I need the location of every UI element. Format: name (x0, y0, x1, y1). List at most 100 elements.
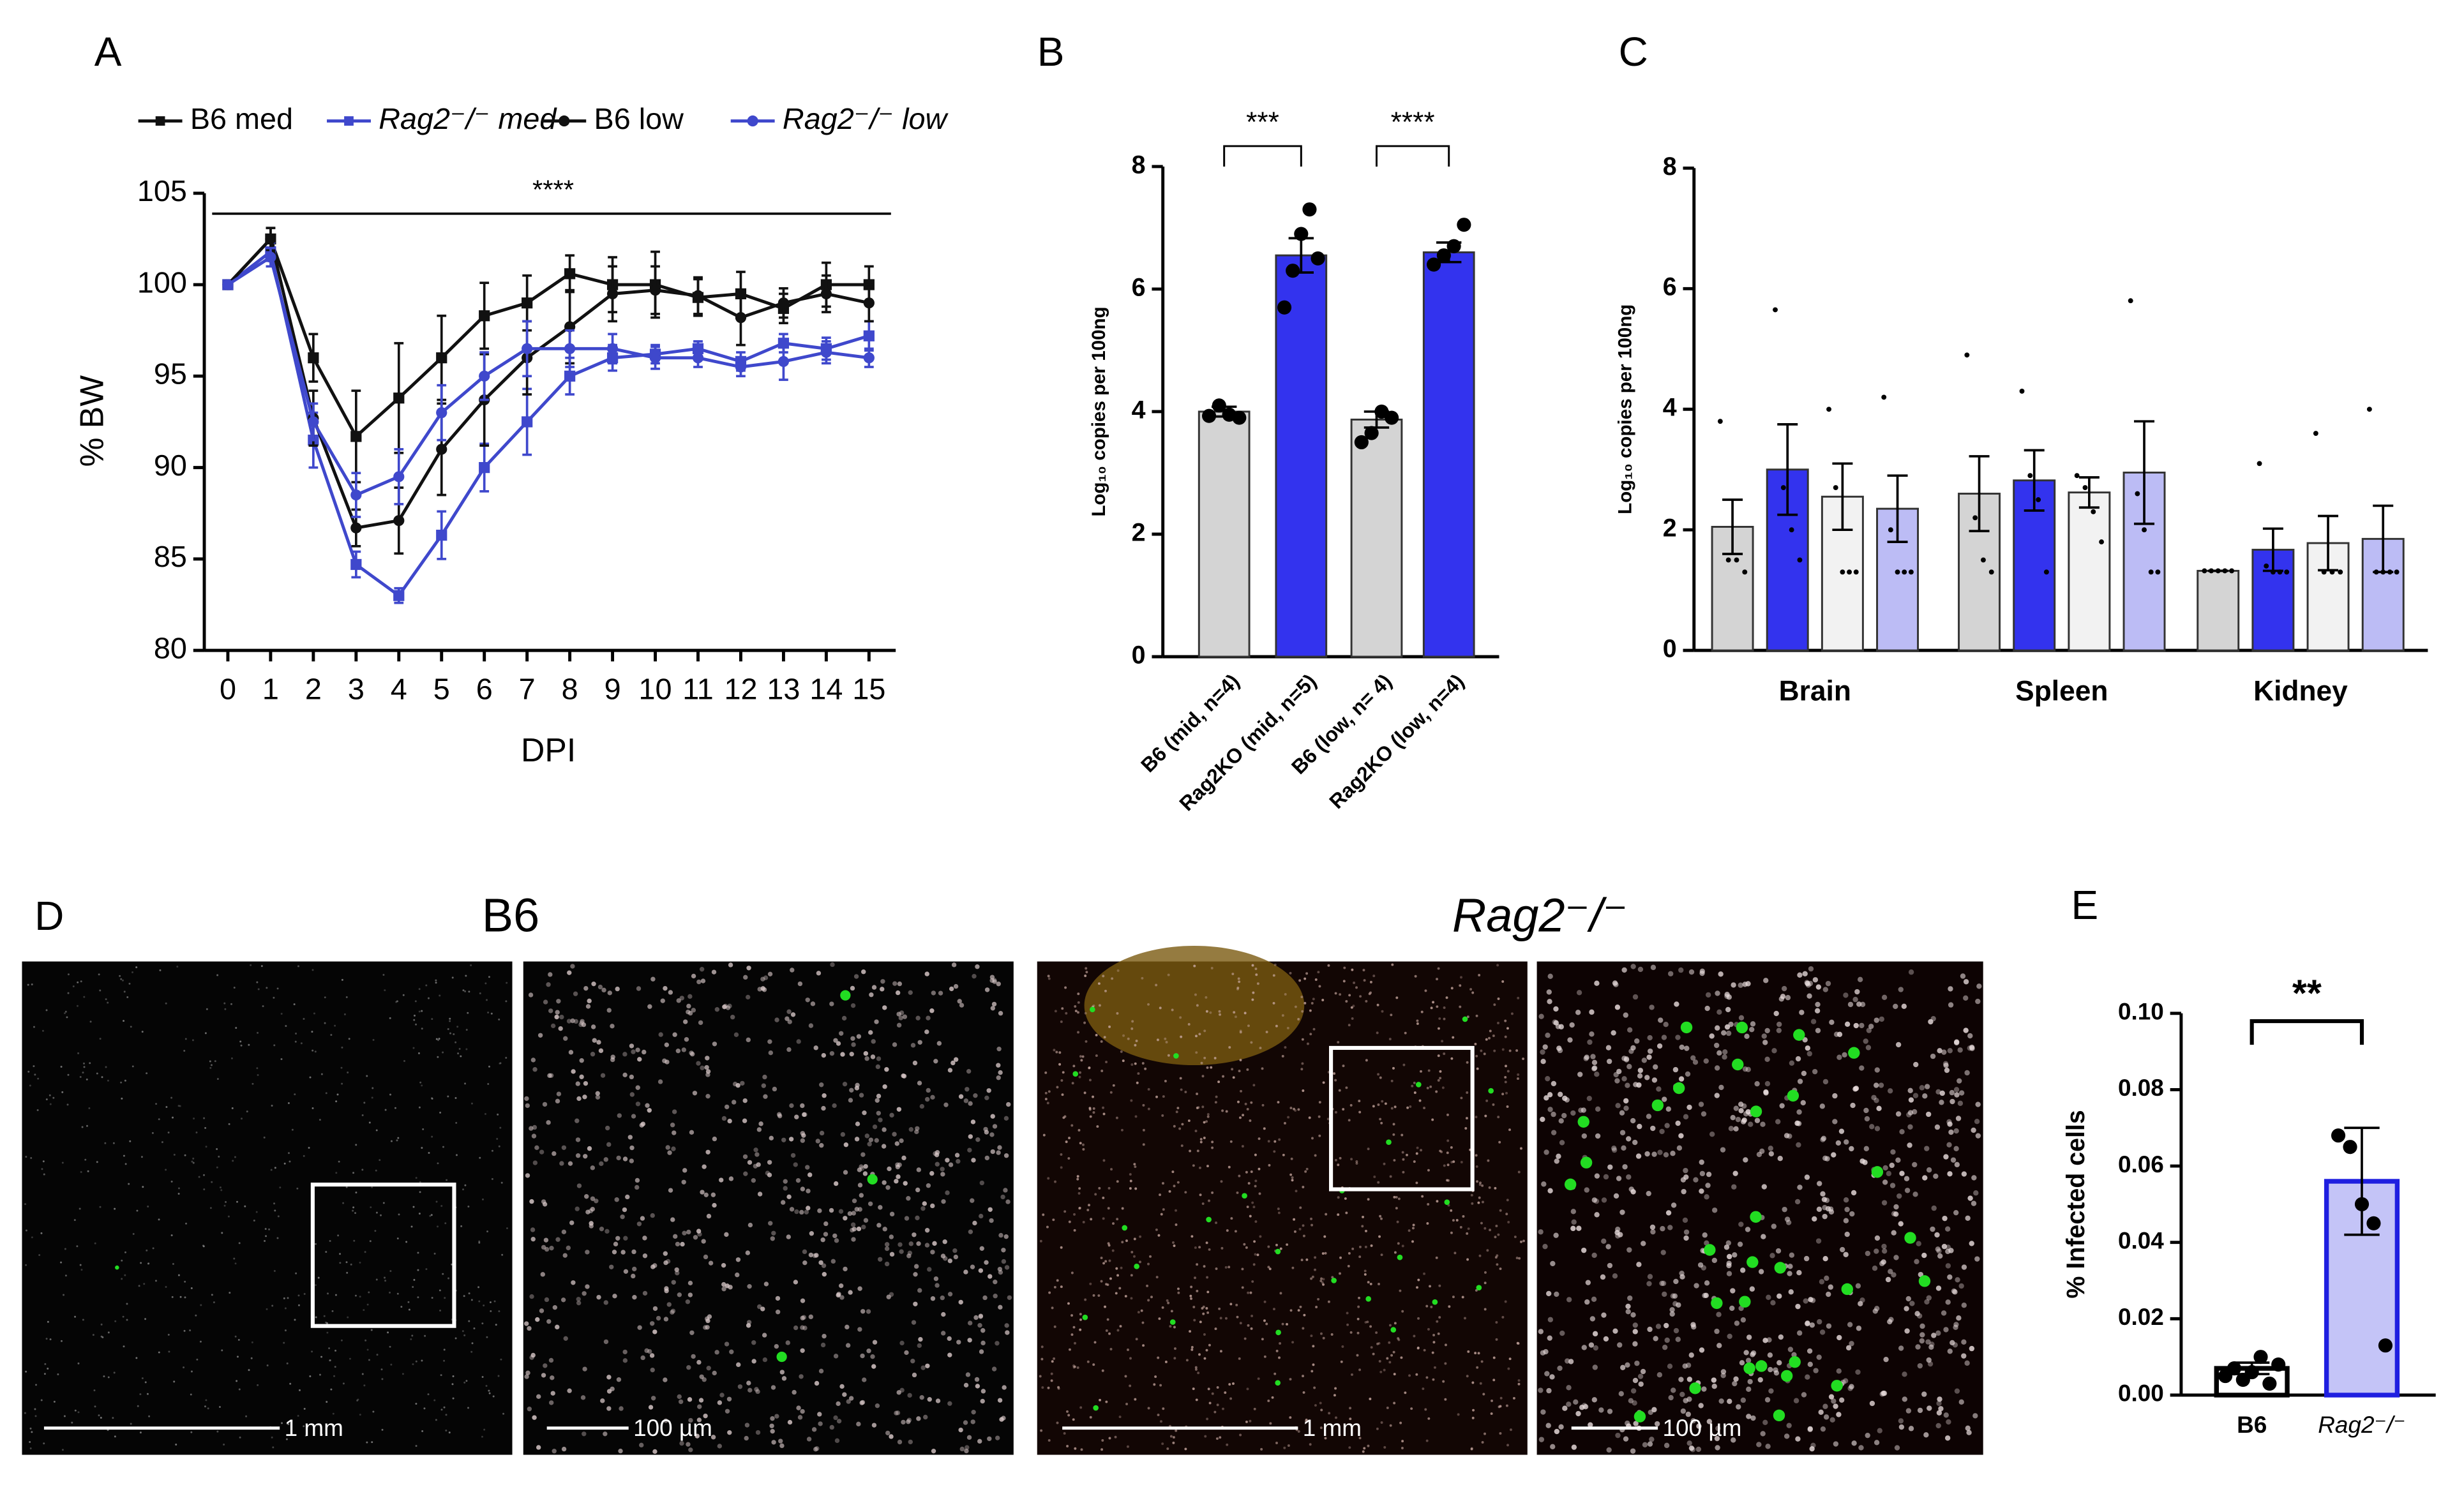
cell (1967, 1033, 1973, 1039)
cell (1641, 1241, 1646, 1246)
cell (245, 1415, 248, 1417)
cell (940, 1253, 946, 1259)
cell (600, 1398, 605, 1403)
cell (635, 1177, 640, 1183)
cell (812, 1253, 818, 1259)
cell (1632, 1329, 1638, 1334)
cell (1297, 1108, 1300, 1111)
cell (1859, 1022, 1865, 1029)
cell (1293, 1107, 1296, 1110)
cell (1975, 1133, 1981, 1139)
cell (449, 1032, 452, 1035)
cell (234, 1335, 237, 1338)
cell (1203, 1029, 1206, 1033)
cell (417, 1252, 419, 1254)
cell (1801, 1070, 1807, 1077)
cell (1450, 987, 1454, 990)
cell (1277, 1211, 1281, 1214)
cell (130, 1423, 132, 1425)
cell (1194, 1366, 1198, 1369)
cell (1588, 1342, 1595, 1348)
cell (1072, 1364, 1076, 1367)
cell (1738, 1102, 1744, 1107)
cell (25, 1264, 27, 1266)
cell (685, 1299, 691, 1304)
cell (447, 1095, 449, 1098)
cell (1061, 1007, 1064, 1010)
cell (220, 1189, 223, 1192)
cell (457, 1052, 460, 1055)
cell (1550, 1444, 1556, 1449)
cell (735, 1083, 740, 1088)
cell (1309, 1009, 1312, 1012)
cell (1301, 1038, 1304, 1041)
cell (465, 1380, 468, 1382)
cell (315, 1243, 317, 1245)
cell (953, 983, 959, 989)
cell (796, 1405, 801, 1410)
cell (252, 1082, 254, 1085)
cell (99, 989, 101, 992)
x-tick-label: 0 (220, 673, 236, 706)
cell (813, 1447, 818, 1452)
cell (1433, 1366, 1436, 1369)
infected-cell (1122, 1225, 1128, 1231)
cell (896, 1012, 901, 1017)
cell (1379, 1214, 1382, 1218)
cell (1286, 1026, 1289, 1029)
cell (875, 1098, 880, 1103)
cell (141, 1377, 144, 1380)
cell (31, 1236, 33, 1239)
cell (885, 1185, 890, 1190)
cell (555, 1237, 560, 1242)
cell (425, 984, 428, 987)
cell (1389, 1424, 1392, 1427)
cell (640, 1216, 645, 1221)
cell (1074, 1005, 1077, 1008)
cell (79, 1207, 81, 1210)
cell (1206, 1113, 1210, 1116)
cell (1843, 1197, 1849, 1203)
data-point (1853, 569, 1859, 575)
cell (1080, 1448, 1083, 1451)
cell (40, 1232, 43, 1234)
cell (686, 1365, 691, 1370)
cell (1001, 1259, 1007, 1264)
cell (1253, 1240, 1256, 1243)
cell (1915, 1344, 1921, 1350)
cell (1390, 1107, 1394, 1110)
cell (1504, 1080, 1507, 1084)
cell (1345, 1211, 1348, 1214)
cell (1245, 1246, 1248, 1249)
cell (1760, 1431, 1766, 1437)
x-tick-label: Brain (1779, 675, 1851, 706)
cell (295, 1033, 297, 1035)
infected-cell (1390, 1327, 1397, 1333)
cell (1832, 1093, 1838, 1099)
cell (1379, 1076, 1382, 1079)
cell (919, 1394, 924, 1400)
cell (1243, 1012, 1247, 1015)
cell (82, 1319, 84, 1321)
cell (1833, 1403, 1838, 1409)
cell (1111, 1249, 1115, 1252)
cell (762, 1357, 768, 1363)
cell (1309, 1033, 1312, 1036)
cell (1571, 1219, 1577, 1225)
cell (1444, 1362, 1447, 1365)
cell (597, 984, 603, 990)
cell (482, 1198, 484, 1200)
cell (1679, 1391, 1685, 1398)
cell (165, 1286, 167, 1289)
data-point (2264, 563, 2269, 569)
cell (1478, 974, 1481, 976)
cell (789, 1207, 795, 1212)
cell (1219, 1013, 1222, 1016)
cell (1965, 1425, 1971, 1431)
cell (1761, 1184, 1767, 1190)
cell (1219, 1317, 1222, 1320)
cell (933, 1276, 939, 1282)
cell (1791, 1352, 1797, 1357)
cell (980, 1340, 986, 1346)
cell (123, 990, 126, 993)
